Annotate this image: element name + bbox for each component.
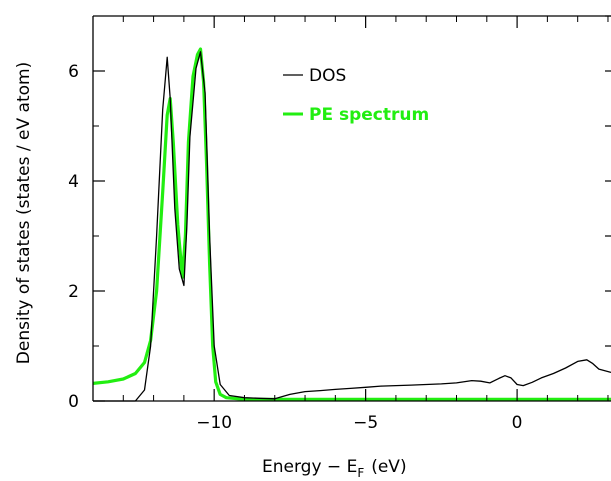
- x-tick-label: −5: [353, 413, 378, 433]
- axis-ticks: −10 −5 0 0 2 4 6: [68, 15, 611, 433]
- x-axis-label-subscript: F: [357, 466, 364, 480]
- series-line-dos: [93, 51, 611, 402]
- y-tick-label: 0: [68, 392, 79, 412]
- legend-dos-label: DOS: [309, 66, 346, 86]
- plot-area: [92, 47, 611, 402]
- x-axis-label-unit: (eV): [371, 457, 406, 477]
- x-axis-label: Energy − EF (eV): [262, 457, 407, 480]
- x-axis-label-text: Energy − E: [262, 457, 357, 477]
- series-line-pe-spectrum: [92, 47, 611, 401]
- x-tick-label: 0: [512, 413, 523, 433]
- y-axis-label: Density of states (states / eV atom): [14, 62, 34, 364]
- y-tick-label: 2: [68, 282, 79, 302]
- axes-frame: [92, 15, 611, 402]
- y-tick-label: 4: [68, 172, 79, 192]
- legend: DOS PE spectrum: [283, 66, 429, 125]
- legend-pe-label: PE spectrum: [309, 105, 429, 125]
- x-tick-label: −10: [196, 413, 232, 433]
- y-tick-label: 6: [68, 62, 79, 82]
